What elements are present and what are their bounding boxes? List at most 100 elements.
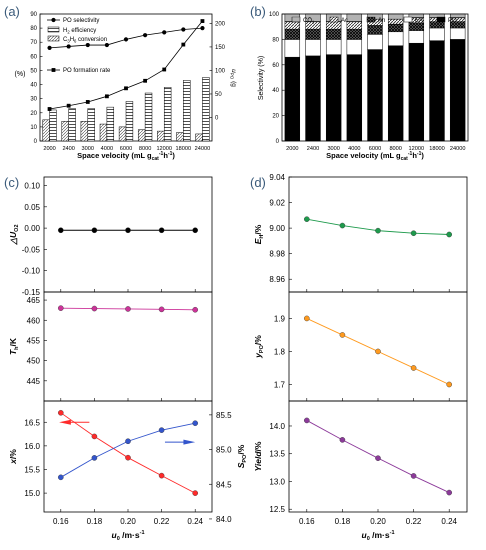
- y-tick-label-left: 10: [30, 125, 37, 131]
- y-tick-label-right: 50: [215, 92, 222, 98]
- data-point: [91, 433, 98, 440]
- bar-h2-efficiency: [144, 92, 153, 142]
- y-tick-label: 16.0: [24, 442, 40, 451]
- bar-segment-co2: [387, 13, 404, 20]
- x-tick-label: 0.16: [53, 517, 69, 526]
- y-tick-label: 13.5: [269, 450, 285, 459]
- data-point: [158, 472, 165, 479]
- bar-segment-po: [305, 55, 321, 142]
- axis-arrowhead-left: [59, 419, 71, 425]
- x-axis-label: u0 /m·s-1: [362, 530, 395, 542]
- x-tick-label: 0.20: [120, 517, 136, 526]
- bar-segment-ea: [387, 31, 404, 47]
- data-point: [375, 455, 381, 461]
- bar-c3h6-conversion: [42, 119, 50, 142]
- bar-c3h6-conversion: [99, 123, 108, 142]
- bar-c3h6-conversion: [137, 129, 146, 142]
- x-tick-label: 6000: [369, 146, 381, 152]
- bar-segment-ac: [325, 21, 342, 30]
- y-tick-label: 465: [27, 296, 41, 305]
- data-point: [91, 455, 98, 461]
- y-tick-label-left: 50: [30, 68, 37, 74]
- bar-c3h6-conversion: [61, 120, 69, 142]
- bar-h2-efficiency: [68, 108, 76, 142]
- y-tick-label-left: 20: [30, 111, 37, 117]
- y-tick-label: 60: [272, 63, 279, 69]
- series-line-po-formation-rate: [49, 20, 203, 110]
- y-tick-label: 450: [27, 357, 41, 366]
- point-po-formation-rate: [104, 94, 109, 99]
- bar-segment-an: [346, 28, 363, 40]
- legend-label-ea: EA: [415, 18, 423, 24]
- subplot-frame: [288, 291, 468, 402]
- y-axis-label: x/%: [8, 449, 18, 465]
- x-tick-label: 0.24: [441, 517, 457, 526]
- x-tick-label: 8000: [389, 146, 401, 152]
- bar-segment-po: [429, 40, 445, 142]
- bar-segment-po: [367, 49, 383, 142]
- x-tick-label: 2000: [43, 146, 55, 152]
- bar-h2-efficiency: [163, 87, 172, 142]
- data-point: [446, 231, 453, 238]
- y-axis-label-right: SPO/%: [236, 444, 248, 468]
- bar-segment-ea: [449, 27, 466, 40]
- bar-segment-an: [325, 28, 342, 40]
- legend-swatch-ea: [403, 16, 413, 23]
- data-point: [192, 420, 198, 427]
- y-tick-label: 9.00: [269, 224, 285, 233]
- chart-c: 0.10 0.05 0.00 -0.05 -0.10 -0.15 △UO2 465 460 455…: [8, 176, 248, 542]
- point-po-formation-rate: [200, 19, 205, 23]
- x-tick-label: 18000: [176, 146, 192, 152]
- y-tick-label: 445: [27, 377, 41, 386]
- x-tick-label: 6000: [120, 146, 132, 152]
- legend-swatch-ac: [329, 16, 339, 23]
- x-tick-label: 0.22: [406, 517, 422, 526]
- bar-segment-ea: [408, 30, 425, 44]
- y-tick-label-left: 70: [30, 40, 37, 46]
- legend: CO2 Ac An EA PO: [291, 16, 457, 25]
- y-axis-label-left: (%): [15, 71, 26, 78]
- data-point: [125, 438, 131, 445]
- legend-swatch-co2: [291, 16, 301, 23]
- y-tick-label: 16.5: [24, 418, 40, 427]
- point-po-selectivity: [104, 42, 109, 48]
- point-po-selectivity: [143, 33, 148, 38]
- bar-segment-ea: [367, 34, 383, 50]
- bar-segment-an: [284, 28, 301, 40]
- data-point: [303, 315, 310, 322]
- point-po-formation-rate: [162, 67, 167, 72]
- y-axis-label-right: uPO (g: [230, 69, 238, 87]
- bar-segment-po: [449, 39, 466, 142]
- bar-segment-po: [346, 54, 363, 142]
- bar-segment-ea: [346, 39, 363, 55]
- y-tick-label-left: 30: [30, 97, 37, 103]
- y-tick-label-right: 85.0: [216, 446, 232, 455]
- bar-c3h6-conversion: [195, 133, 203, 142]
- legend-swatch-h2-efficiency: [47, 26, 60, 33]
- data-point: [339, 332, 346, 338]
- bar-h2-efficiency: [106, 106, 115, 142]
- data-point: [125, 306, 131, 312]
- y-tick-label-right: 100: [215, 68, 226, 74]
- y-tick-label: -0.15: [22, 288, 41, 297]
- bar-segment-ac: [346, 21, 363, 30]
- panel-label-a: (a): [4, 4, 20, 19]
- x-tick-label: 3000: [327, 146, 339, 152]
- y-tick-label-left: 0: [34, 139, 38, 145]
- legend-marker-po-formation-rate: [51, 68, 56, 72]
- data-point: [446, 381, 453, 388]
- y-tick-label-left: 90: [30, 12, 37, 18]
- y-tick-label: 8.98: [269, 250, 285, 259]
- x-tick-label: 8000: [139, 146, 151, 152]
- x-tick-label: 12000: [409, 146, 425, 152]
- y-tick-label: 20: [272, 114, 279, 120]
- point-po-formation-rate: [181, 42, 186, 47]
- bar-segment-an: [429, 21, 445, 29]
- point-po-formation-rate: [47, 107, 52, 111]
- legend-label-an: An: [378, 18, 385, 24]
- data-point: [375, 227, 381, 234]
- bar-segment-co2: [305, 13, 321, 22]
- data-point: [339, 437, 346, 443]
- x-tick-label: 4000: [348, 146, 360, 152]
- x-tick-label: 3000: [82, 146, 94, 152]
